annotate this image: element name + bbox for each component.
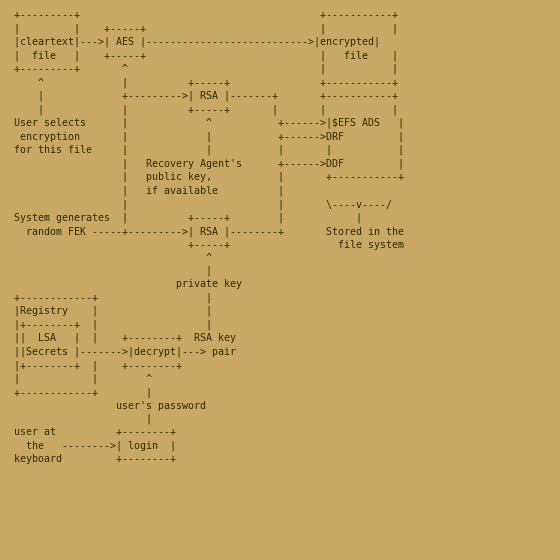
Text: +---------+                                        +-----------+
 |         |   : +---------+ +-----------+ | |: [8, 10, 404, 464]
